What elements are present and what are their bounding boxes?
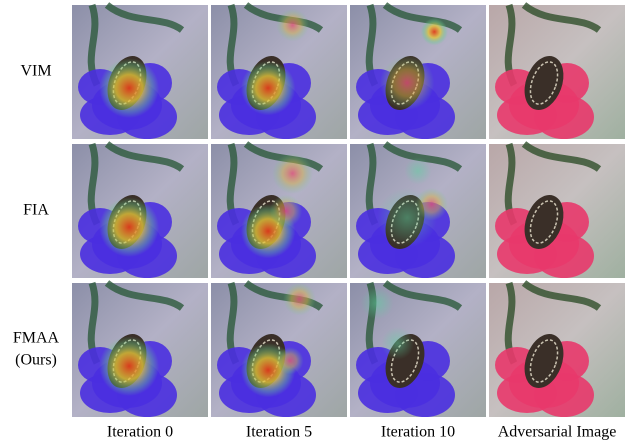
column-label: Iteration 0: [107, 424, 173, 441]
row-label: FMAA: [13, 330, 60, 347]
image-cell: [211, 144, 347, 278]
row-label: (Ours): [15, 352, 57, 369]
page: VIM FIA FMAA (Ours) Iteration 0 Iteration 5 It…: [0, 0, 636, 446]
image-cell: [211, 283, 347, 417]
heatmap-blob: [276, 9, 309, 42]
row-label: VIM: [20, 63, 51, 80]
image-cell: [350, 144, 486, 278]
heatmap-blob: [272, 153, 313, 194]
heatmap-blob: [276, 347, 303, 374]
heatmap-blob: [421, 18, 448, 45]
heatmap-blob: [361, 287, 394, 320]
heatmap-blob: [99, 197, 159, 257]
heatmap-blob: [404, 157, 431, 184]
image-cell: [489, 144, 625, 278]
heatmap-blob: [381, 327, 414, 360]
heatmap-blob: [99, 336, 159, 396]
image-cell: [211, 5, 347, 139]
image-cell: [72, 144, 208, 278]
column-label: Iteration 5: [246, 424, 312, 441]
row-label: FIA: [23, 202, 49, 219]
heatmap-blob: [283, 283, 316, 316]
column-label: Iteration 10: [381, 424, 455, 441]
image-cell: [72, 5, 208, 139]
heatmap-blob: [99, 58, 159, 118]
heatmap-blob: [380, 56, 434, 110]
image-cell: [350, 283, 486, 417]
figure: VIM FIA FMAA (Ours) Iteration 0 Iteration 5 It…: [0, 0, 636, 446]
heatmap-blob: [241, 61, 295, 115]
image-cell: [489, 283, 625, 417]
image-cell: [489, 5, 625, 139]
heatmap-blob: [415, 188, 448, 221]
image-cell: [72, 283, 208, 417]
heatmap-blob: [269, 195, 302, 228]
image-cell: [350, 5, 486, 139]
column-label: Adversarial Image: [498, 424, 617, 441]
